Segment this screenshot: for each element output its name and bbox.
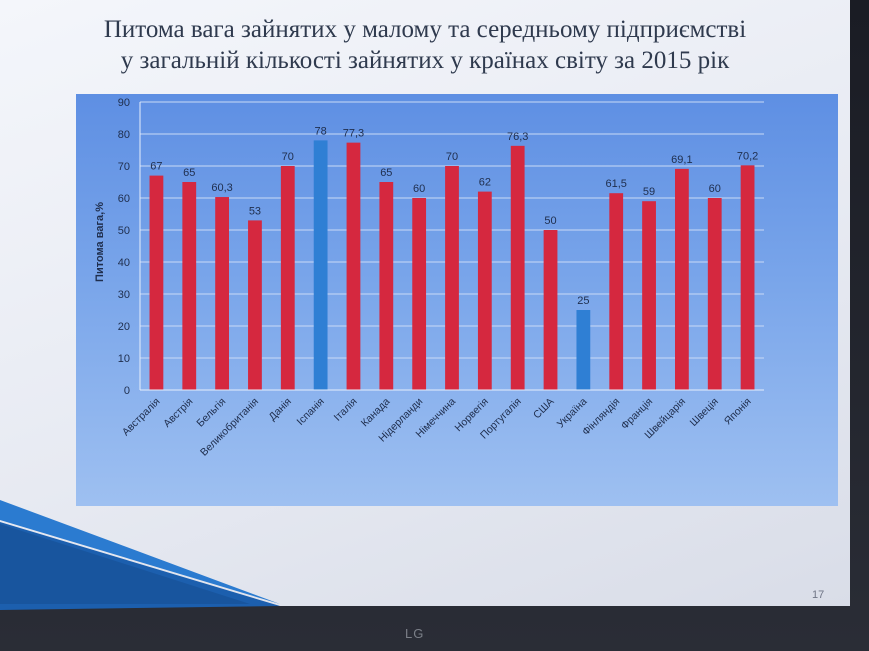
data-label: 60,3 [211,182,232,194]
data-label: 78 [315,125,327,137]
data-label: 53 [249,205,261,217]
bar-8 [379,182,394,390]
data-label: 50 [544,215,556,227]
bar-chart: 67 65 60,3 53 70 78 77,3 65 60 70 62 76,3 50 25 61,5 59… [94,97,764,459]
data-label: 65 [380,167,392,179]
data-label: 77,3 [343,128,364,140]
bar-14 [576,310,591,390]
bar-layer [149,140,755,390]
x-tick-label: Данія [266,396,293,423]
monitor-logo: LG [405,626,425,641]
slide: Питома вага зайнятих у малому та середнь… [0,0,850,610]
x-tick-label: Австралія [120,396,163,439]
bar-15 [609,193,624,390]
bar-3 [215,197,230,390]
data-label: 69,1 [671,154,692,166]
bar-5 [280,166,295,390]
data-label: 59 [643,186,655,198]
y-tick-label: 70 [118,161,130,173]
bar-10 [445,166,459,390]
x-tick-label: Іспанія [295,396,327,428]
bar-9 [412,198,427,390]
title-line-2: у загальній кількості зайнятих у країнах… [120,47,730,74]
chart-title: Питома вага зайнятих у малому та середнь… [40,14,810,76]
y-tick-label: 40 [118,257,130,269]
bar-19 [740,165,755,390]
y-tick-label: 90 [118,97,130,109]
bar-6 [313,140,328,390]
y-tick-label: 10 [118,353,130,365]
data-label: 67 [150,161,162,173]
bar-18 [707,198,722,390]
bar-11 [477,191,492,390]
data-label: 62 [479,177,491,189]
y-tick-label: 30 [118,289,130,301]
x-tick-label: Швеція [688,396,721,429]
label-layer: 67 65 60,3 53 70 78 77,3 65 60 70 62 76,3 50 25 61,5 59… [150,125,758,307]
x-tick-label: Великобританія [198,396,261,459]
data-label: 76,3 [507,131,528,143]
bar-17 [674,168,689,390]
y-tick-label: 0 [124,385,130,397]
y-axis-title: Питома вага,% [94,202,106,282]
data-label: 25 [577,295,589,307]
y-tick-label: 20 [118,321,130,333]
y-tick-label: 60 [118,193,130,205]
bar-13 [543,230,558,390]
x-tick-label: Японія [722,396,754,428]
x-tick-label: США [531,396,557,422]
data-label: 61,5 [605,178,626,190]
data-label: 70 [282,151,294,163]
bar-16 [642,201,656,390]
title-line-1: Питома вага зайнятих у малому та середнь… [103,16,747,43]
data-label: 70,2 [737,150,758,162]
data-label: 65 [183,167,195,179]
bar-7 [346,142,361,390]
bar-1 [149,175,164,390]
bar-2 [182,182,197,390]
bar-12 [510,145,525,390]
y-tick-label: 50 [118,225,130,237]
data-label: 60 [709,183,721,195]
bar-4 [248,220,262,390]
corner-decoration [0,500,280,610]
data-label: 70 [446,151,458,163]
y-tick-label: 80 [118,129,130,141]
data-label: 60 [413,183,425,195]
page-number: 17 [812,589,825,601]
x-tick-label: Італія [332,396,360,424]
chart-panel: 67 65 60,3 53 70 78 77,3 65 60 70 62 76,3 50 25 61,5 59… [76,94,838,506]
x-tick-label: Австрія [161,396,195,430]
